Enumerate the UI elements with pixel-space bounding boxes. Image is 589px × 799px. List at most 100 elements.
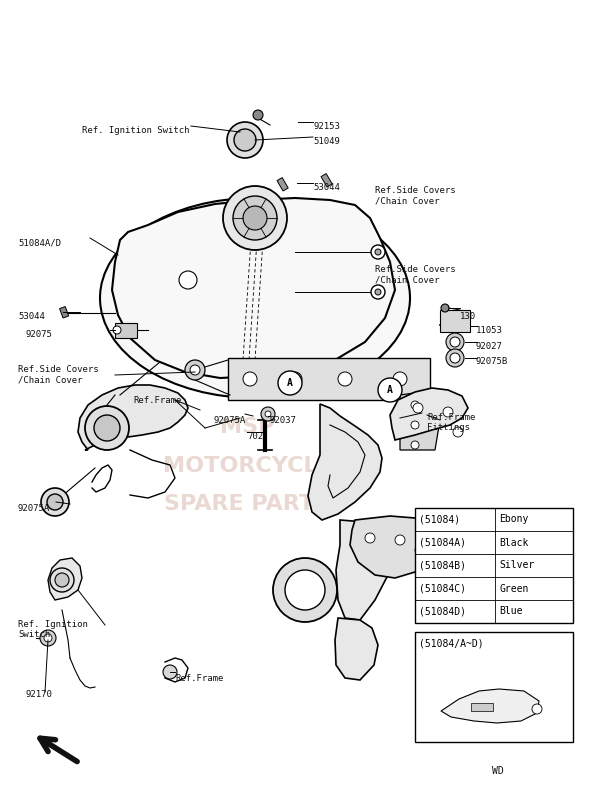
Circle shape [443, 407, 453, 417]
Circle shape [450, 337, 460, 347]
Circle shape [285, 570, 325, 610]
Text: 92075: 92075 [25, 330, 52, 339]
Text: 702: 702 [247, 432, 263, 441]
Text: Blue: Blue [499, 606, 522, 617]
Text: A: A [387, 385, 393, 395]
Text: 92027: 92027 [476, 342, 503, 351]
Text: (51084D): (51084D) [419, 606, 466, 617]
Circle shape [413, 403, 423, 413]
Text: 92075A: 92075A [214, 416, 246, 425]
Circle shape [453, 427, 463, 437]
Circle shape [441, 304, 449, 312]
Text: 53044: 53044 [18, 312, 45, 321]
Circle shape [265, 411, 271, 417]
Circle shape [375, 249, 381, 255]
Circle shape [371, 285, 385, 299]
Circle shape [395, 535, 405, 545]
Text: Ref.Frame
Fittings: Ref.Frame Fittings [427, 413, 475, 432]
Text: Silver: Silver [499, 561, 534, 570]
Text: 53044: 53044 [313, 183, 340, 192]
Circle shape [446, 349, 464, 367]
Text: 51049: 51049 [313, 137, 340, 146]
Text: Ref.Frame: Ref.Frame [175, 674, 223, 683]
Text: A: A [287, 378, 293, 388]
Text: 130: 130 [460, 312, 476, 321]
Circle shape [411, 421, 419, 429]
Circle shape [190, 365, 200, 375]
Circle shape [253, 110, 263, 120]
Polygon shape [112, 198, 395, 378]
Text: Ref.Frame: Ref.Frame [133, 396, 181, 405]
Bar [415, 508, 573, 623]
Text: 92037: 92037 [270, 416, 297, 425]
Circle shape [94, 415, 120, 441]
Circle shape [41, 488, 69, 516]
Circle shape [233, 196, 277, 240]
Circle shape [243, 206, 267, 230]
Text: Ref. Ignition Switch: Ref. Ignition Switch [82, 126, 190, 135]
Text: Ref. Ignition
Switch: Ref. Ignition Switch [18, 620, 88, 639]
Circle shape [163, 665, 177, 679]
Polygon shape [350, 516, 435, 578]
Polygon shape [308, 404, 382, 520]
Polygon shape [390, 388, 468, 440]
Circle shape [532, 704, 542, 714]
Circle shape [278, 371, 302, 395]
Bar [277, 177, 288, 191]
Text: Ref.Side Covers
/Chain Cover: Ref.Side Covers /Chain Cover [375, 186, 456, 205]
Text: (51084B): (51084B) [419, 561, 466, 570]
Text: 92153: 92153 [313, 122, 340, 131]
Circle shape [393, 372, 407, 386]
Polygon shape [441, 689, 539, 723]
Circle shape [261, 407, 275, 421]
Circle shape [113, 326, 121, 334]
Text: MSP: MSP [220, 417, 274, 438]
Circle shape [378, 378, 402, 402]
Polygon shape [336, 520, 390, 620]
Circle shape [450, 353, 460, 363]
Bar [471, 703, 493, 711]
Text: MOTORCYCLE: MOTORCYCLE [163, 455, 332, 476]
Polygon shape [78, 385, 188, 450]
Ellipse shape [100, 198, 410, 398]
Text: (51084/A~D): (51084/A~D) [419, 638, 484, 648]
Circle shape [179, 271, 197, 289]
Circle shape [411, 441, 419, 449]
Circle shape [273, 558, 337, 622]
Circle shape [44, 634, 52, 642]
Circle shape [446, 333, 464, 351]
Circle shape [50, 568, 74, 592]
Text: 92075A: 92075A [18, 504, 50, 513]
Circle shape [47, 494, 63, 510]
Bar [321, 173, 332, 187]
Polygon shape [400, 390, 440, 450]
Polygon shape [335, 618, 378, 680]
Circle shape [371, 245, 385, 259]
Circle shape [288, 372, 302, 386]
Circle shape [40, 630, 56, 646]
Text: 11053: 11053 [476, 326, 503, 335]
Text: 92075B: 92075B [476, 357, 508, 366]
Polygon shape [440, 310, 470, 332]
Circle shape [338, 372, 352, 386]
Bar [59, 307, 69, 318]
Text: (51084C): (51084C) [419, 583, 466, 594]
Circle shape [223, 186, 287, 250]
Bar [415, 632, 573, 742]
Circle shape [243, 372, 257, 386]
Circle shape [227, 122, 263, 158]
Circle shape [365, 533, 375, 543]
Polygon shape [228, 358, 430, 400]
Bar [115, 323, 137, 338]
Circle shape [234, 129, 256, 151]
Text: Green: Green [499, 583, 528, 594]
Text: Ebony: Ebony [499, 515, 528, 524]
Circle shape [411, 401, 419, 409]
Circle shape [185, 360, 205, 380]
Text: (51084): (51084) [419, 515, 460, 524]
Text: (51084A): (51084A) [419, 538, 466, 547]
Text: 51084A/D: 51084A/D [18, 238, 61, 247]
Text: SPARE PARTS: SPARE PARTS [164, 494, 330, 515]
Circle shape [85, 406, 129, 450]
Text: WD: WD [492, 766, 504, 776]
